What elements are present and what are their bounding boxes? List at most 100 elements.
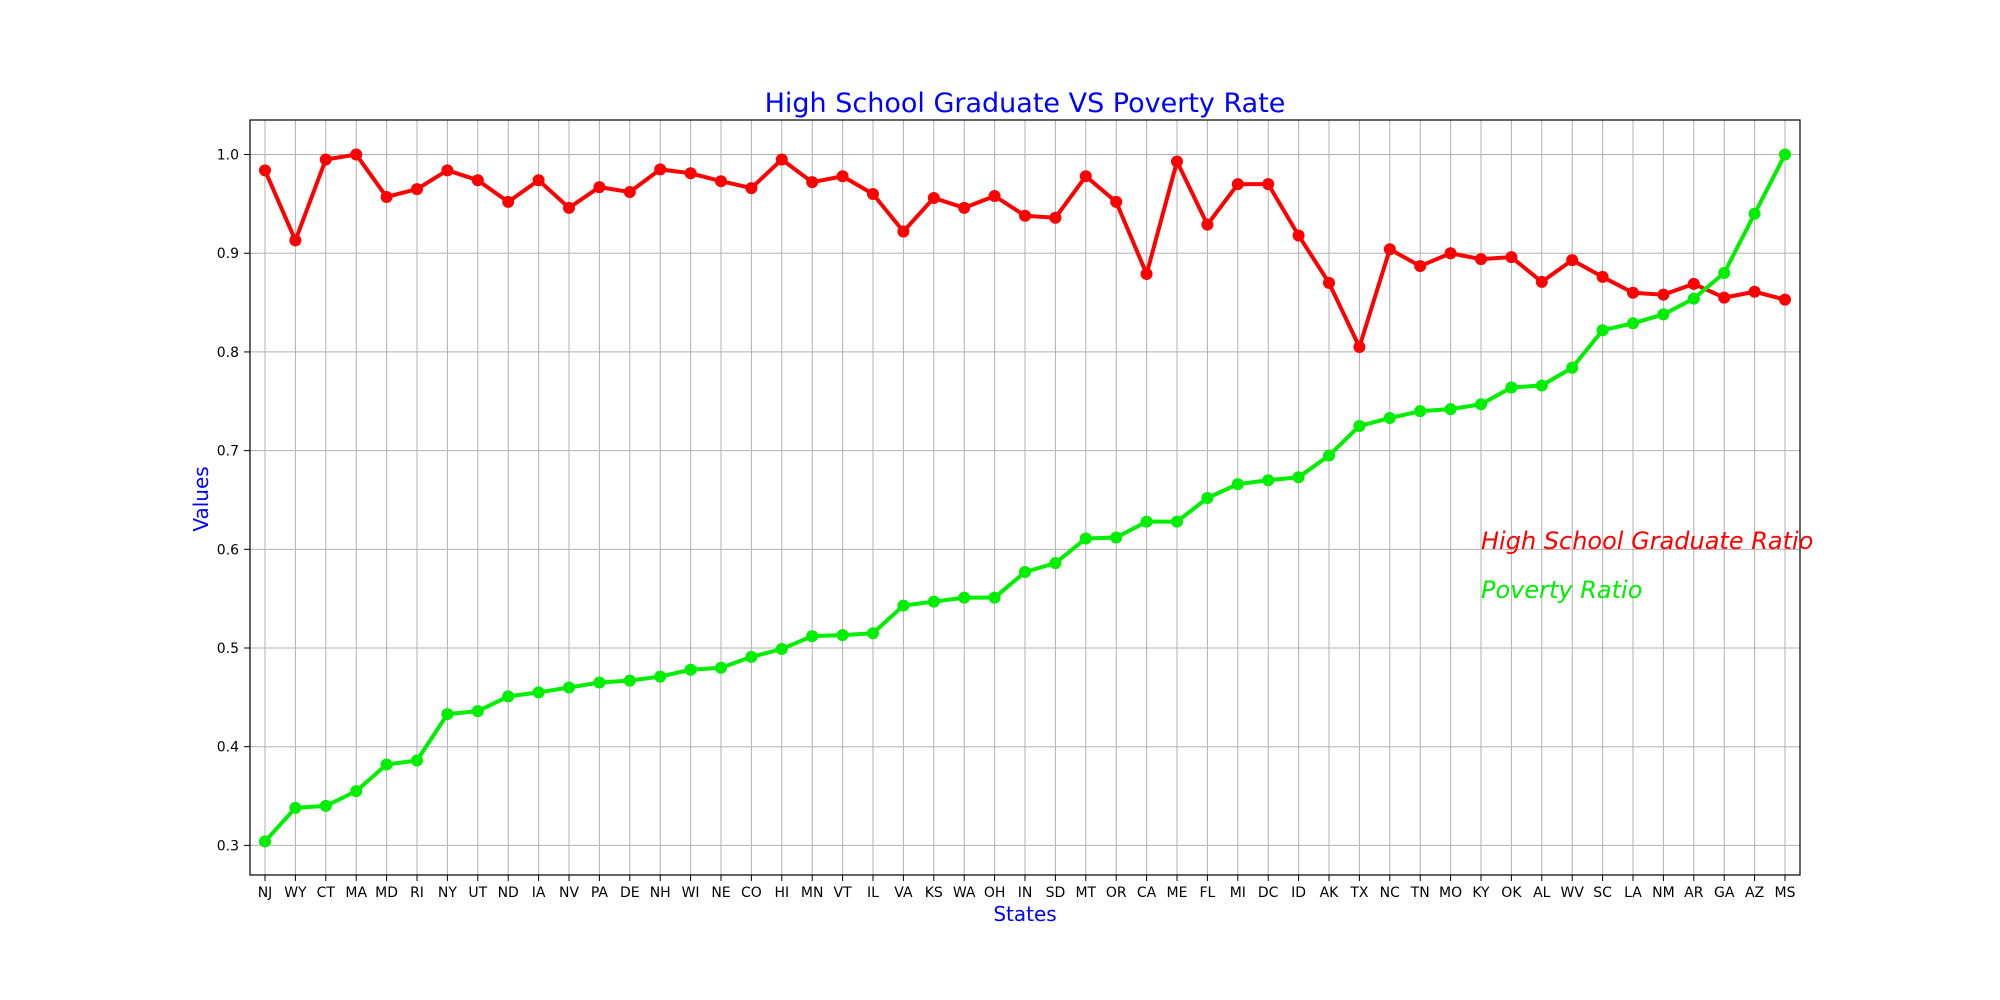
data-point-poverty-ratio — [319, 799, 332, 812]
x-tick-label: AZ — [1745, 885, 1764, 901]
x-tick-label: WV — [1560, 885, 1584, 901]
y-axis-label: Values — [189, 466, 213, 531]
data-point-poverty-ratio — [745, 650, 758, 663]
y-tick-label: 0.7 — [217, 444, 239, 460]
data-point-poverty-ratio — [259, 835, 271, 848]
data-point-high-school-graduate-ratio — [259, 164, 271, 177]
series-poverty-ratio — [259, 148, 1791, 848]
x-axis-label: States — [993, 902, 1056, 926]
data-point-high-school-graduate-ratio — [563, 201, 575, 214]
series-layer — [259, 148, 1791, 848]
data-point-poverty-ratio — [623, 674, 636, 687]
x-tick-label: DE — [620, 885, 640, 901]
x-tick-label: WI — [682, 885, 700, 901]
x-tick-label: IL — [867, 885, 879, 901]
data-point-poverty-ratio — [1535, 379, 1548, 392]
x-tick-label: NH — [650, 885, 671, 901]
data-point-poverty-ratio — [1596, 324, 1609, 337]
data-point-high-school-graduate-ratio — [1140, 267, 1153, 280]
data-point-high-school-graduate-ratio — [1171, 155, 1183, 168]
data-point-high-school-graduate-ratio — [927, 191, 940, 204]
x-tick-label: AK — [1320, 885, 1340, 901]
data-point-poverty-ratio — [1140, 515, 1153, 528]
y-tick-label: 0.9 — [217, 246, 239, 262]
data-point-high-school-graduate-ratio — [1718, 291, 1731, 304]
y-tick-label: 1.0 — [217, 148, 239, 164]
data-point-high-school-graduate-ratio — [1019, 209, 1031, 222]
x-tick-label: TN — [1410, 885, 1430, 901]
x-tick-label: VA — [894, 885, 913, 901]
data-point-poverty-ratio — [1627, 317, 1639, 330]
data-point-poverty-ratio — [927, 595, 940, 608]
data-point-poverty-ratio — [1171, 515, 1183, 528]
data-point-poverty-ratio — [1505, 381, 1518, 394]
x-tick-label: RI — [410, 885, 424, 901]
data-point-poverty-ratio — [775, 642, 788, 655]
data-point-poverty-ratio — [958, 591, 971, 604]
x-tick-label: VT — [834, 885, 853, 901]
data-point-high-school-graduate-ratio — [319, 153, 332, 166]
data-point-high-school-graduate-ratio — [1657, 288, 1670, 301]
data-point-poverty-ratio — [1475, 398, 1487, 411]
data-point-high-school-graduate-ratio — [867, 188, 879, 201]
data-point-poverty-ratio — [1323, 449, 1335, 462]
data-point-high-school-graduate-ratio — [380, 190, 393, 203]
data-point-poverty-ratio — [563, 681, 575, 694]
data-point-poverty-ratio — [836, 629, 849, 642]
data-point-poverty-ratio — [289, 801, 302, 814]
x-tick-label: AR — [1684, 885, 1704, 901]
y-axis-ticks: 0.3 0.4 0.5 0.6 0.7 0.8 0.9 1.0 — [217, 148, 250, 854]
data-point-poverty-ratio — [897, 599, 910, 612]
x-tick-label: MD — [375, 885, 398, 901]
x-tick-label: KY — [1472, 885, 1490, 901]
x-tick-label: OH — [984, 885, 1006, 901]
data-point-high-school-graduate-ratio — [1201, 218, 1214, 231]
x-tick-label: CT — [317, 885, 336, 901]
data-point-poverty-ratio — [867, 627, 879, 640]
x-tick-label: NC — [1380, 885, 1400, 901]
data-point-poverty-ratio — [411, 754, 423, 767]
data-point-poverty-ratio — [1019, 566, 1031, 579]
data-point-poverty-ratio — [1779, 148, 1791, 161]
chart-title: High School Graduate VS Poverty Rate — [765, 88, 1286, 119]
data-point-poverty-ratio — [1110, 531, 1123, 544]
y-tick-label: 0.5 — [217, 641, 239, 657]
x-tick-label: MT — [1075, 885, 1096, 901]
x-tick-label: MA — [345, 885, 367, 901]
data-point-high-school-graduate-ratio — [1383, 243, 1396, 256]
x-tick-label: TX — [1349, 885, 1369, 901]
data-point-high-school-graduate-ratio — [502, 195, 515, 208]
data-point-high-school-graduate-ratio — [1475, 253, 1487, 266]
data-point-high-school-graduate-ratio — [684, 167, 697, 180]
data-point-high-school-graduate-ratio — [715, 175, 727, 188]
data-point-poverty-ratio — [1049, 557, 1062, 570]
x-tick-label: ME — [1167, 885, 1188, 901]
x-tick-label: DC — [1258, 885, 1279, 901]
data-point-poverty-ratio — [1566, 361, 1579, 374]
legend: High School Graduate Ratio Poverty Ratio — [1481, 527, 1813, 604]
grid-lines — [250, 120, 1800, 875]
data-point-high-school-graduate-ratio — [593, 181, 606, 194]
data-point-high-school-graduate-ratio — [1505, 251, 1518, 264]
x-tick-label: PA — [591, 885, 609, 901]
data-point-high-school-graduate-ratio — [1748, 285, 1761, 298]
data-point-high-school-graduate-ratio — [1049, 211, 1062, 224]
x-tick-label: CO — [741, 885, 762, 901]
x-tick-label: NE — [711, 885, 730, 901]
x-tick-label: HI — [774, 885, 789, 901]
data-point-poverty-ratio — [593, 676, 606, 689]
data-point-poverty-ratio — [1414, 405, 1427, 418]
x-axis-ticks: NJ WY CT MA MD RI NY UT ND IA NV PA DE NH WI NE CO HI MN VT… — [258, 875, 1796, 901]
data-point-high-school-graduate-ratio — [411, 183, 423, 196]
data-point-high-school-graduate-ratio — [1444, 247, 1457, 260]
data-point-poverty-ratio — [684, 663, 697, 676]
data-point-high-school-graduate-ratio — [988, 189, 1001, 202]
data-point-poverty-ratio — [1748, 207, 1761, 220]
x-tick-label: UT — [468, 885, 487, 901]
data-point-high-school-graduate-ratio — [1535, 275, 1548, 288]
x-tick-label: NM — [1652, 885, 1675, 901]
data-point-high-school-graduate-ratio — [775, 153, 788, 166]
data-point-high-school-graduate-ratio — [654, 163, 667, 176]
data-point-high-school-graduate-ratio — [836, 170, 849, 183]
data-point-poverty-ratio — [1292, 471, 1305, 484]
